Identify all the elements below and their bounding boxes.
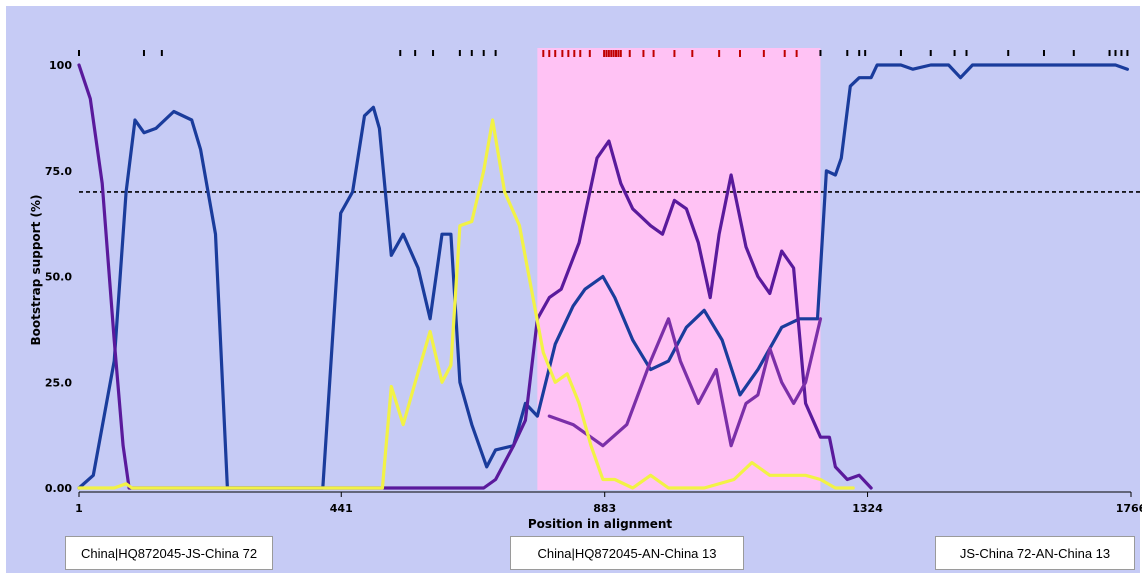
legend-left: China|HQ872045-JS-China 72 — [65, 536, 273, 570]
x-tick-label: 1324 — [852, 502, 883, 515]
series-line-2 — [77, 63, 873, 490]
y-tick-label: 50.0 — [45, 271, 72, 284]
x-axis-title: Position in alignment — [528, 517, 673, 531]
series-line-4 — [77, 118, 855, 490]
legend-right: JS-China 72-AN-China 13 — [935, 536, 1135, 570]
legend-middle: China|HQ872045-AN-China 13 — [510, 536, 744, 570]
x-tick-label: 441 — [330, 502, 353, 515]
y-tick-label: 100 — [49, 59, 72, 72]
x-tick-label: 1766 — [1116, 502, 1142, 515]
series-line-3 — [547, 317, 823, 448]
y-tick-label: 0.00 — [45, 482, 72, 495]
highlight-region — [537, 48, 821, 490]
y-tick-label: 25.0 — [45, 376, 72, 389]
series-line-1 — [77, 63, 1129, 490]
y-axis-title: Bootstrap support (%) — [29, 195, 43, 346]
y-tick-label: 75.0 — [45, 165, 72, 178]
x-tick-label: 1 — [75, 502, 83, 515]
x-tick-label: 883 — [593, 502, 616, 515]
